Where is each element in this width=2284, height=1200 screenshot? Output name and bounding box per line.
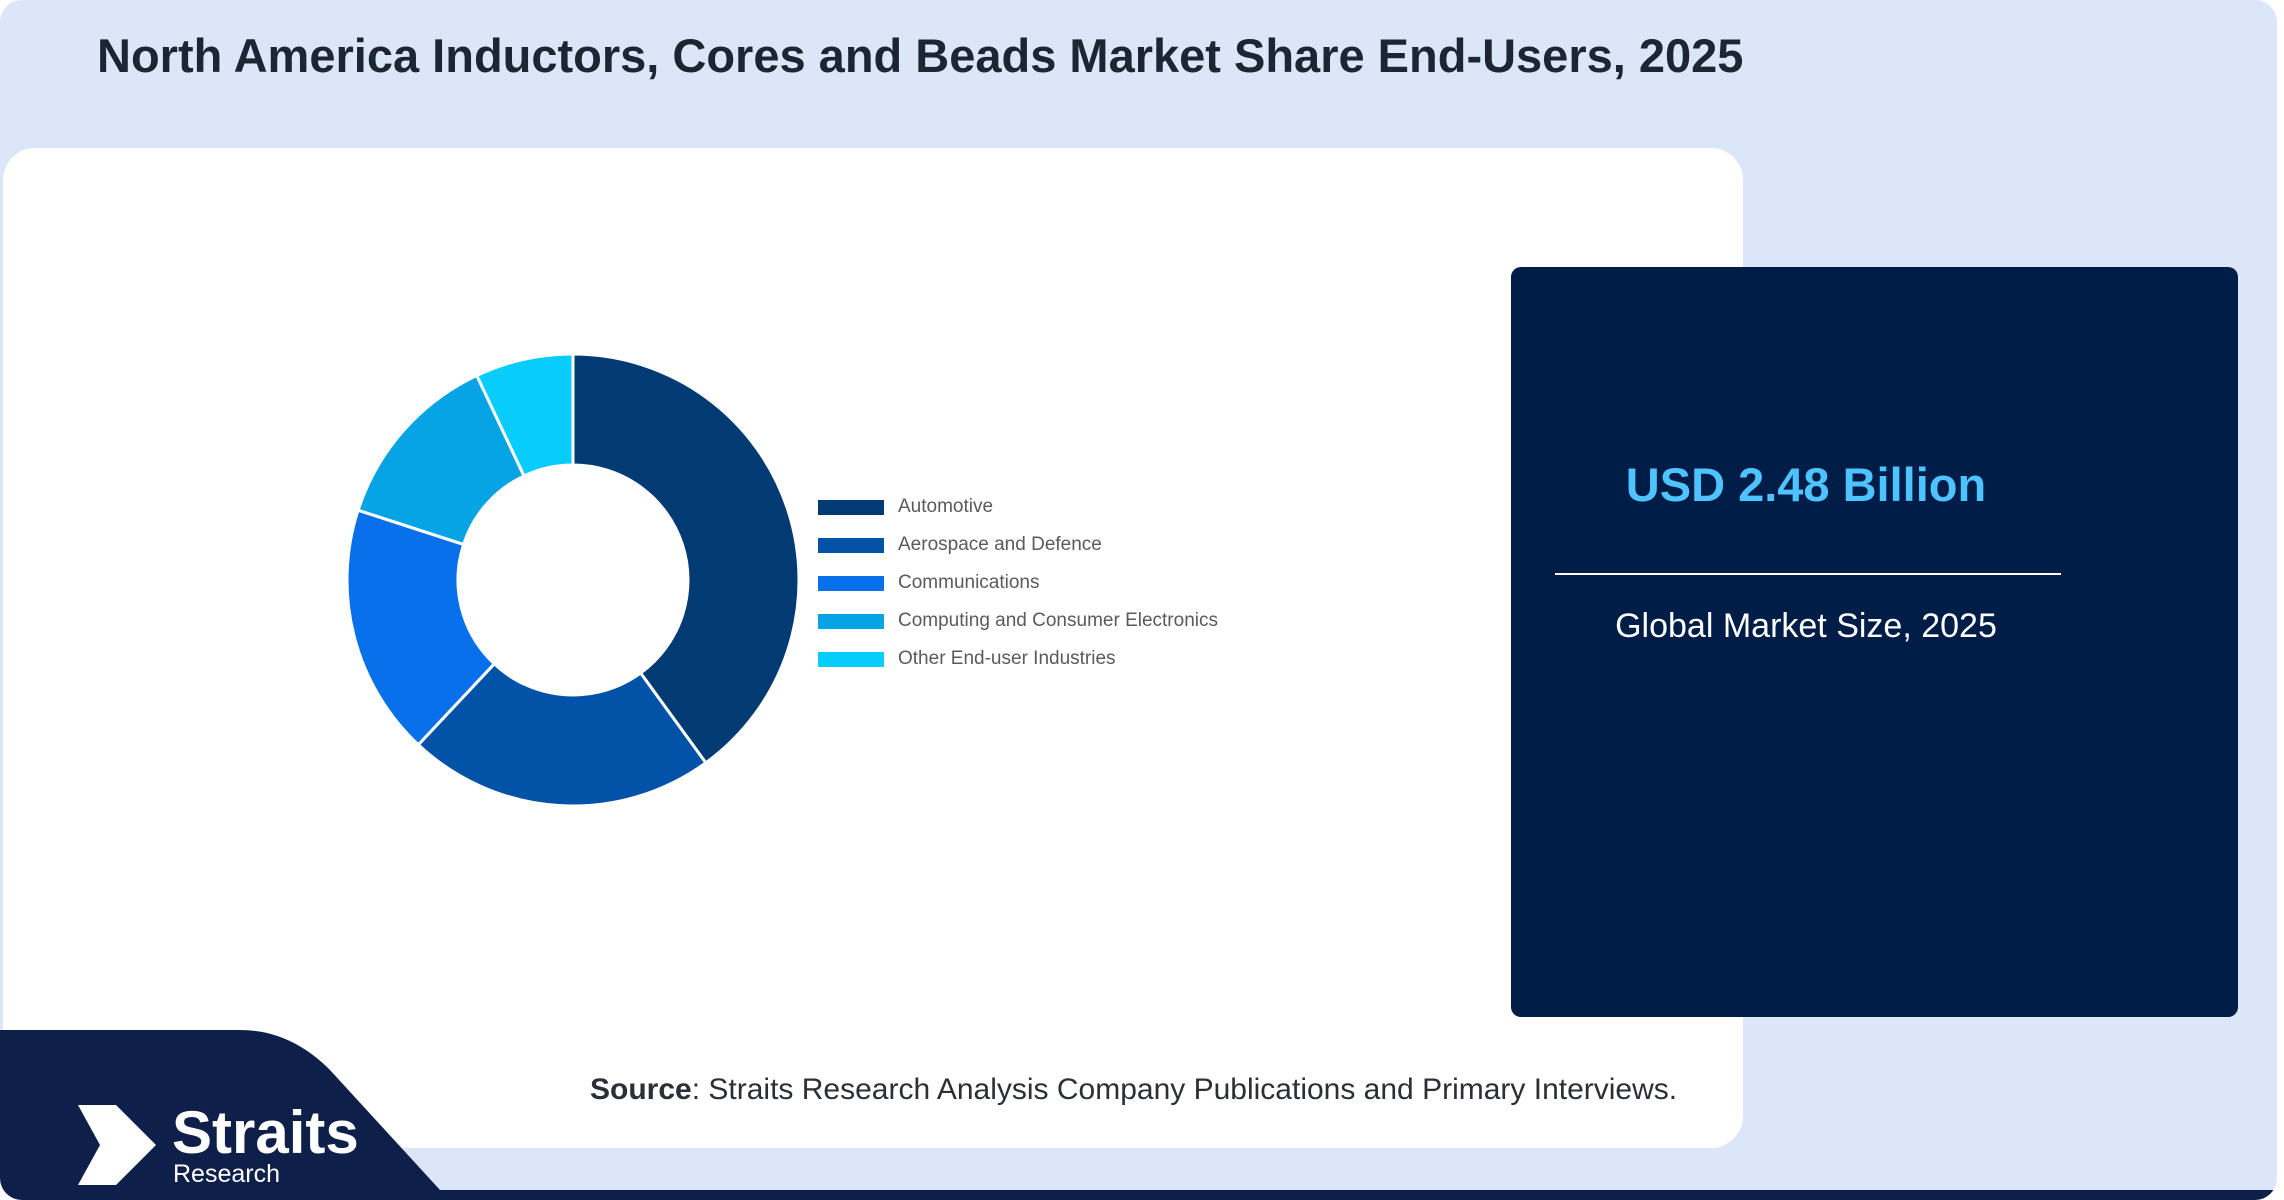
market-value: USD 2.48 Billion xyxy=(1625,458,1987,511)
legend-swatch xyxy=(818,499,884,515)
legend-label: Communications xyxy=(898,572,1040,593)
chart-panel: Automotive Aerospace and Defence Communica… xyxy=(3,148,1743,1148)
source-text: : Straits Research Analysis Company Publ… xyxy=(691,1073,1678,1106)
donut-slice-other-end-user-industries xyxy=(474,352,575,478)
legend-swatch xyxy=(818,651,884,667)
legend-label: Automotive xyxy=(898,496,994,517)
page-title: North America Inductors, Cores and Beads… xyxy=(97,29,1744,82)
legend-item: Communications xyxy=(818,564,1218,602)
market-caption: Global Market Size, 2025 xyxy=(1615,607,1997,645)
legend-swatch xyxy=(818,575,884,591)
legend-label: Aerospace and Defence xyxy=(898,534,1102,555)
legend-item: Aerospace and Defence xyxy=(818,526,1218,564)
legend-item: Computing and Consumer Electronics xyxy=(818,602,1218,640)
source-note: Source: Straits Research Analysis Compan… xyxy=(590,1073,1677,1107)
legend-label: Computing and Consumer Electronics xyxy=(898,610,1218,631)
legend-item: Other End-user Industries xyxy=(818,640,1218,678)
source-label: Source xyxy=(590,1073,692,1106)
straits-logo-icon xyxy=(78,1105,156,1185)
logo-wordmark: Straits xyxy=(172,1099,359,1166)
donut-slice-automotive xyxy=(571,352,801,765)
legend-item: Automotive xyxy=(818,488,1218,526)
legend-label: Other End-user Industries xyxy=(898,648,1116,669)
card-divider xyxy=(1555,573,2061,575)
bottom-band xyxy=(0,1030,2277,1200)
chart-legend: Automotive Aerospace and Defence Communica… xyxy=(818,488,1218,678)
donut-chart xyxy=(345,352,801,808)
legend-swatch xyxy=(818,613,884,629)
donut-slice-communications xyxy=(345,508,497,747)
legend-swatch xyxy=(818,537,884,553)
market-size-card: USD 2.48 Billion Global Market Size, 202… xyxy=(1511,267,2238,1017)
donut-slice-aerospace-and-defence xyxy=(416,661,708,808)
logo-subtitle: Research xyxy=(173,1160,280,1188)
